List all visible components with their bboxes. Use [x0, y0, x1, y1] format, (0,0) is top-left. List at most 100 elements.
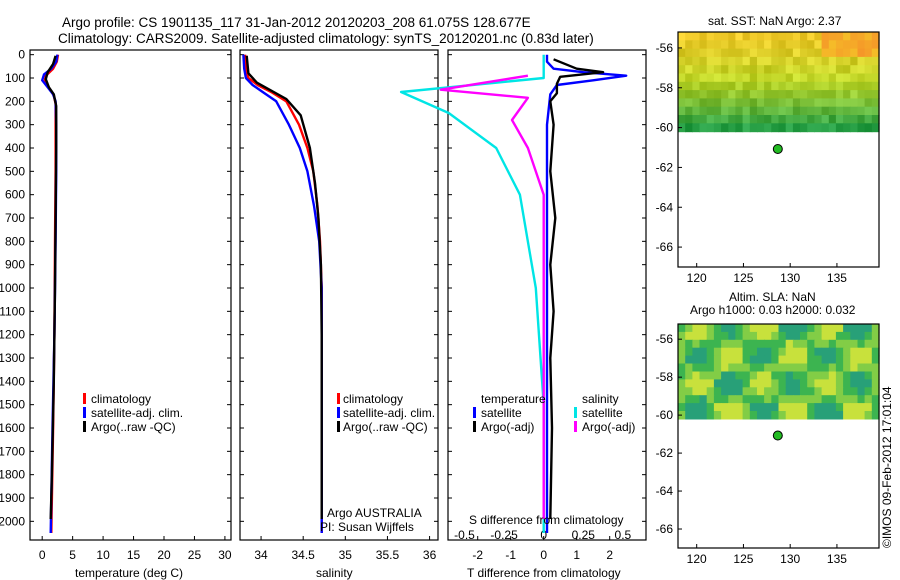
heatmap-cell: [742, 106, 751, 116]
heatmap-cell: [864, 123, 873, 133]
heatmap-cell: [821, 411, 830, 420]
heatmap-cell: [699, 115, 708, 124]
heatmap-cell: [807, 98, 815, 108]
heatmap-cell: [757, 387, 765, 396]
temperature-axes-frame: [29, 49, 232, 541]
depth-tick-label: 2000: [0, 514, 25, 528]
heatmap-cell: [821, 81, 830, 91]
heatmap-cell: [692, 387, 701, 396]
heatmap-cell: [835, 81, 844, 91]
heatmap-cell: [685, 387, 693, 396]
heatmap-cell: [792, 40, 801, 50]
heatmap-cell: [706, 379, 715, 388]
heatmap-cell: [814, 40, 823, 50]
heatmap-cell: [778, 98, 787, 108]
heatmap-cell: [685, 411, 693, 420]
heatmap-cell: [706, 106, 715, 116]
heatmap-cell: [771, 115, 780, 124]
heatmap-cell: [685, 65, 693, 75]
heatmap-cell: [757, 331, 765, 341]
heatmap-cell: [835, 65, 844, 75]
heatmap-cell: [864, 106, 873, 116]
heatmap-cell: [764, 98, 772, 108]
heatmap-cell: [814, 65, 823, 75]
heatmap-cell: [764, 32, 772, 41]
heatmap-cell: [871, 32, 880, 41]
heatmap-cell: [678, 363, 686, 372]
heatmap-cell: [685, 73, 693, 83]
heatmap-cell: [692, 324, 701, 333]
heatmap-cell: [821, 106, 830, 116]
heatmap-cell: [713, 123, 722, 133]
heatmap-cell: [814, 81, 823, 91]
heatmap-cell: [771, 339, 780, 349]
heatmap-cell: [871, 98, 880, 108]
heatmap-cell: [835, 106, 844, 116]
heatmap-cell: [713, 48, 722, 58]
heatmap-cell: [757, 73, 765, 83]
heatmap-cell: [757, 371, 765, 380]
x-tick-label: 30: [218, 548, 232, 562]
heatmap-cell: [814, 123, 823, 133]
heatmap-cell: [749, 106, 758, 116]
heatmap-cell: [835, 363, 844, 372]
depth-tick-label: 900: [5, 258, 25, 272]
heatmap-cell: [857, 40, 866, 50]
heatmap-cell: [828, 339, 837, 349]
heatmap-cell: [749, 90, 758, 99]
s-diff-tick-label: 0.5: [615, 528, 632, 542]
heatmap-cell: [685, 371, 693, 380]
map-y-tick-label: -58: [656, 370, 674, 384]
heatmap-cell: [713, 387, 722, 396]
heatmap-cell: [692, 81, 701, 91]
heatmap-cell: [721, 115, 729, 124]
legend-label-satellite-adj: satellite-adj. clim.: [91, 406, 183, 420]
heatmap-cell: [757, 403, 765, 412]
sla-map-frame: [677, 323, 880, 549]
heatmap-cell: [728, 339, 737, 349]
heatmap-cell: [778, 355, 787, 365]
heatmap-cell: [692, 347, 701, 357]
heatmap-cell: [850, 379, 859, 388]
heatmap-cell: [728, 403, 737, 412]
heatmap-cell: [706, 81, 715, 91]
heatmap-cell: [850, 123, 859, 133]
heatmap-cell: [857, 371, 866, 380]
heatmap-cell: [828, 123, 837, 133]
heatmap-cell: [728, 48, 737, 58]
heatmap-cell: [713, 371, 722, 380]
difference-x-ticks: -2 -1 0 1 2 -0.5 -0.25 0 0.25 0.5: [454, 528, 631, 562]
heatmap-cell: [821, 90, 830, 99]
heatmap-cell: [742, 48, 751, 58]
heatmap-cell: [807, 56, 815, 66]
map-y-tick-label: -56: [656, 332, 674, 346]
heatmap-cell: [678, 115, 686, 124]
heatmap-cell: [807, 90, 815, 99]
heatmap-cell: [764, 355, 772, 365]
heatmap-cell: [828, 73, 837, 83]
x-tick-label: 36: [423, 548, 437, 562]
heatmap-cell: [735, 339, 744, 349]
s-diff-tick-label: 0: [540, 528, 547, 542]
heatmap-cell: [757, 379, 765, 388]
heatmap-cell: [857, 331, 866, 341]
heatmap-cell: [721, 48, 729, 58]
heatmap-cell: [721, 40, 729, 50]
heatmap-cell: [792, 355, 801, 365]
heatmap-cell: [706, 347, 715, 357]
heatmap-cell: [699, 81, 708, 91]
heatmap-cell: [706, 387, 715, 396]
heatmap-cell: [864, 347, 873, 357]
heatmap-cell: [850, 48, 859, 58]
heatmap-cell: [814, 395, 823, 404]
heatmap-cell: [678, 65, 686, 75]
heatmap-cell: [685, 48, 693, 58]
heatmap-cell: [721, 411, 729, 420]
heatmap-cell: [735, 363, 744, 372]
map-x-tick-label: 120: [687, 271, 707, 285]
heatmap-cell: [871, 81, 880, 91]
heatmap-cell: [778, 81, 787, 91]
legend-swatch-temperature-argo: [473, 421, 476, 432]
heatmap-cell: [706, 411, 715, 420]
heatmap-cell: [757, 123, 765, 133]
